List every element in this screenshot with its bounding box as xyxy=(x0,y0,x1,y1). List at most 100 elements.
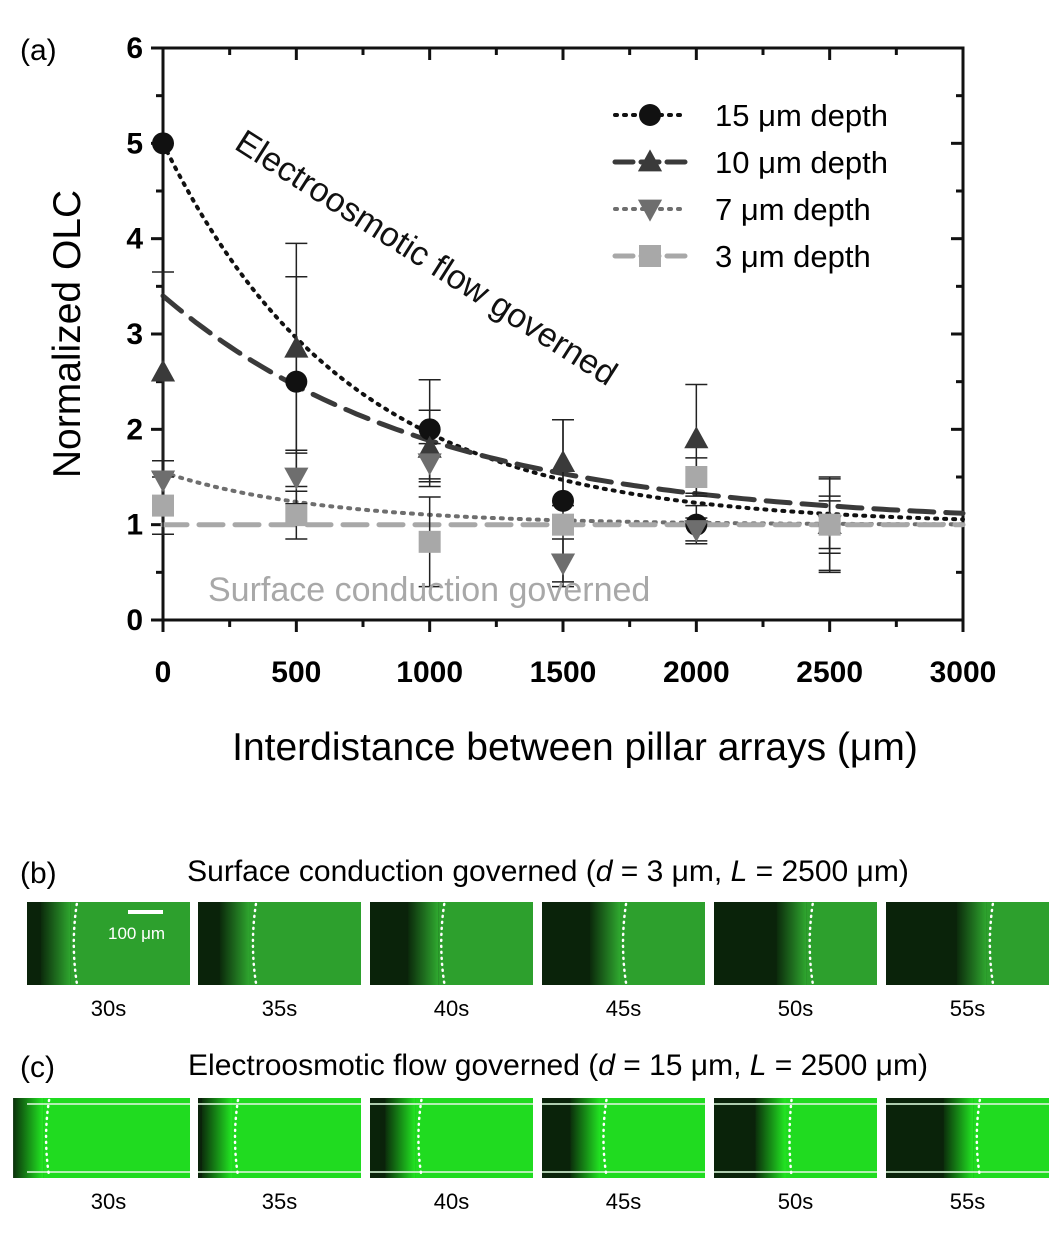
x-tick-label: 1500 xyxy=(530,656,597,689)
data-point-7-m-depth xyxy=(684,520,709,543)
frame-gradient xyxy=(219,902,250,985)
frame-40s: 40s xyxy=(370,902,533,1021)
frame-gradient xyxy=(943,1098,974,1178)
data-point-3-m-depth xyxy=(818,513,841,536)
frame-30s: 30s xyxy=(27,902,190,1021)
frame-gradient xyxy=(385,1098,416,1178)
panel-c-title: Electroosmotic flow governed (d = 15 μm,… xyxy=(188,1049,928,1082)
frame-30s: 30s xyxy=(13,1098,190,1214)
frame-bright-region xyxy=(973,1098,1049,1178)
frame-bright-region xyxy=(43,1098,190,1178)
frame-35s: 35s xyxy=(198,1098,361,1214)
data-point-3-m-depth xyxy=(685,466,708,488)
frame-bright-region xyxy=(438,902,533,985)
data-point-10-m-depth xyxy=(150,359,176,382)
x-tick-label: 3000 xyxy=(930,656,997,689)
data-point-7-m-depth xyxy=(150,470,176,493)
frame-bright-region xyxy=(806,902,877,985)
frame-gradient xyxy=(202,1098,233,1178)
frame-45s: 45s xyxy=(542,902,705,1021)
data-point-7-m-depth xyxy=(550,553,576,576)
data-point-10-m-depth xyxy=(684,426,709,449)
frame-gradient xyxy=(570,1098,601,1178)
data-point-10-m-depth xyxy=(284,335,309,358)
frame-time-label: 55s xyxy=(950,996,985,1021)
x-tick-label: 0 xyxy=(155,656,172,689)
data-point-3-m-depth xyxy=(152,494,174,517)
x-tick-label: 500 xyxy=(271,656,321,689)
frame-40s: 40s xyxy=(370,1098,533,1214)
data-point-7-m-depth xyxy=(284,467,309,490)
front-line xyxy=(788,1098,793,1178)
frame-bright-region xyxy=(600,1098,705,1178)
panel-c-param-l-var: L xyxy=(750,1049,767,1082)
panel-b-param-l-value: = 2500 μm xyxy=(747,855,899,888)
legend-label-15-m-depth: 15 μm depth xyxy=(715,98,888,133)
front-line xyxy=(417,1098,423,1178)
panel-c-title-pre: Electroosmotic flow governed ( xyxy=(188,1049,598,1082)
data-point-15-m-depth xyxy=(152,132,174,155)
y-tick-label: 4 xyxy=(126,223,143,256)
panel-c-label: (c) xyxy=(20,1051,55,1084)
frame-bright-region xyxy=(415,1098,533,1178)
legend-marker-10-m-depth xyxy=(637,149,663,172)
frame-50s: 50s xyxy=(714,1098,877,1214)
y-tick-label: 1 xyxy=(126,509,143,542)
data-point-3-m-depth xyxy=(285,504,308,527)
panel-b-sep: , xyxy=(714,855,731,888)
olc-chart: 0 500 1000 1500 2000 2500 3000 0 1 2 3 4 5 6 Interdist… xyxy=(46,32,996,769)
front-line xyxy=(621,902,628,985)
y-axis-label: Normalized OLC xyxy=(46,190,89,478)
frame-time-label: 55s xyxy=(950,1189,985,1214)
frame-time-label: 50s xyxy=(778,996,813,1021)
frame-time-label: 45s xyxy=(606,996,641,1021)
frame-time-label: 40s xyxy=(434,1189,469,1214)
front-line xyxy=(440,902,446,985)
frame-gradient xyxy=(755,1098,786,1178)
x-tick-label: 2500 xyxy=(796,656,863,689)
annotation-surface: Surface conduction governed xyxy=(208,571,650,609)
front-line xyxy=(44,1098,51,1178)
legend-marker-15-m-depth xyxy=(639,104,661,126)
y-tick-label: 6 xyxy=(126,32,143,65)
panel-c-param-l-value: = 2500 μm xyxy=(766,1049,918,1082)
data-point-7-m-depth xyxy=(417,453,442,476)
frame-bright-region xyxy=(249,902,361,985)
frame-45s: 45s xyxy=(542,1098,705,1214)
frame-bright-region xyxy=(986,902,1049,985)
legend-label-10-m-depth: 10 μm depth xyxy=(715,145,888,180)
frame-bright-region xyxy=(232,1098,361,1178)
frame-time-label: 45s xyxy=(606,1189,641,1214)
frame-bright-region xyxy=(620,902,705,985)
front-line xyxy=(233,1098,240,1178)
frame-gradient xyxy=(776,902,807,985)
panel-b-label: (b) xyxy=(20,857,57,890)
frame-time-label: 35s xyxy=(262,996,297,1021)
front-line xyxy=(975,1098,982,1178)
x-tick-label: 1000 xyxy=(396,656,463,689)
panel-c-sep: , xyxy=(733,1049,750,1082)
frame-time-label: 30s xyxy=(91,996,126,1021)
data-point-10-m-depth xyxy=(550,450,576,473)
data-point-15-m-depth xyxy=(418,418,441,441)
panel-b-frames: 30s 35s 40s 45s 50s 55s 100 μm xyxy=(27,902,1049,1021)
front-line xyxy=(72,902,79,985)
scale-bar-label: 100 μm xyxy=(108,924,165,943)
frame-time-label: 30s xyxy=(91,1189,126,1214)
legend-marker-3-m-depth xyxy=(639,245,661,267)
frame-gradient xyxy=(956,902,987,985)
x-axis-label: Interdistance between pillar arrays (μm) xyxy=(232,726,918,769)
panel-c-param-d-value: = 15 μm xyxy=(615,1049,733,1082)
frame-time-label: 35s xyxy=(262,1189,297,1214)
frame-gradient xyxy=(13,1098,44,1178)
legend-label-3-m-depth: 3 μm depth xyxy=(715,239,871,274)
panel-c-param-d-var: d xyxy=(598,1049,616,1082)
panel-a-label: (a) xyxy=(20,34,57,67)
panel-b-param-d-var: d xyxy=(596,855,614,888)
data-point-15-m-depth xyxy=(552,489,574,512)
y-tick-label: 2 xyxy=(126,413,143,446)
legend: 15 μm depth 10 μm depth 7 μm depth 3 μm dep… xyxy=(612,98,888,274)
panel-b-param-l-var: L xyxy=(731,855,748,888)
frame-35s: 35s xyxy=(198,902,361,1021)
